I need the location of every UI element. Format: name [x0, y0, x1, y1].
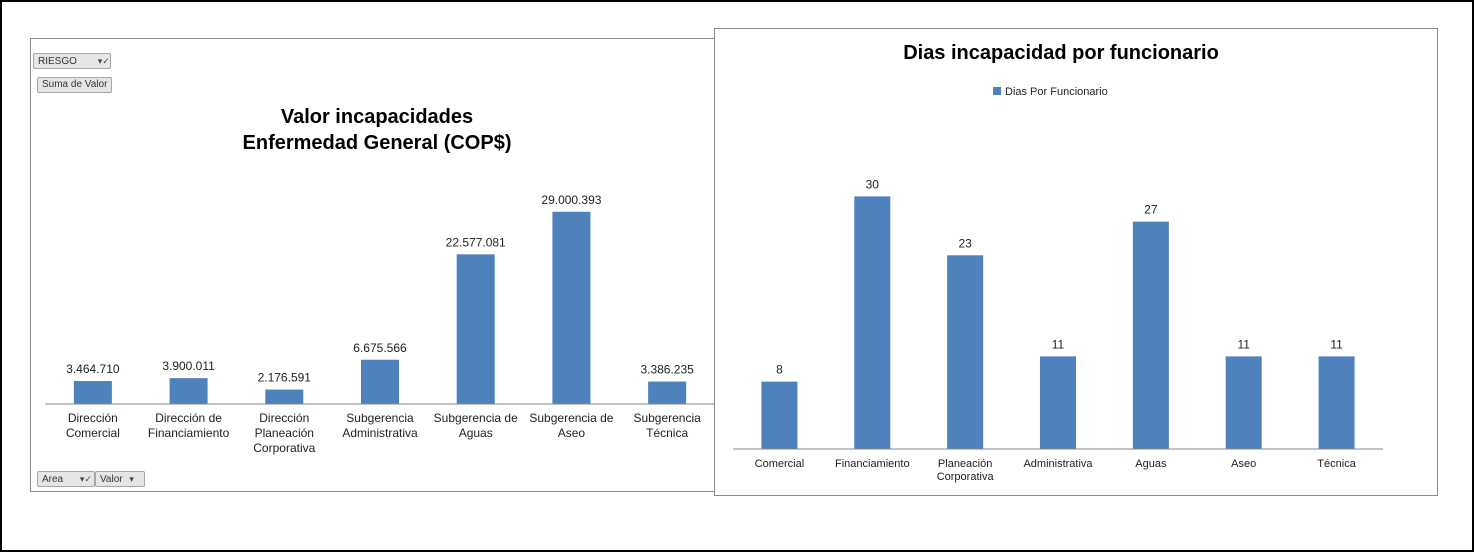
data-label: 29.000.393	[541, 193, 601, 207]
category-label: Comercial	[755, 458, 805, 470]
data-label: 3.386.235	[640, 363, 694, 377]
category-label: Administrativa	[1023, 458, 1093, 470]
bar[interactable]	[1040, 356, 1076, 449]
bar[interactable]	[1225, 356, 1262, 449]
data-label: 2.176.591	[258, 371, 312, 385]
bar[interactable]	[1132, 221, 1169, 449]
data-label: 27	[1144, 203, 1158, 217]
area-field-button[interactable]: Area ▾✓	[37, 471, 95, 487]
category-label: Planeación Corporativa	[937, 458, 995, 483]
suma-de-valor-button[interactable]: Suma de Valor	[37, 77, 113, 93]
data-label: 3.900.011	[162, 359, 215, 373]
legend-label: Dias Por Funcionario	[1005, 86, 1108, 98]
bar[interactable]	[73, 381, 112, 404]
category-label: Subgerencia Administrativa	[342, 411, 418, 440]
valor-field-button[interactable]: Valor ▾	[95, 471, 145, 487]
data-label: 23	[958, 236, 972, 250]
category-label: Subgerencia de Aguas	[434, 411, 518, 440]
category-label: Técnica	[1317, 458, 1356, 470]
bar[interactable]	[456, 254, 495, 404]
bar[interactable]	[169, 378, 208, 404]
data-label: 30	[866, 177, 880, 191]
filter-icon: ▾✓	[79, 474, 92, 484]
data-label: 11	[1052, 337, 1065, 351]
legend-swatch	[993, 87, 1001, 95]
bar[interactable]	[761, 381, 798, 449]
bar[interactable]	[1318, 356, 1355, 449]
category-label: Subgerencia de Aseo	[529, 411, 613, 440]
data-label: 22.577.081	[446, 235, 506, 249]
data-label: 3.464.710	[66, 362, 120, 376]
category-label: Dirección de Financiamiento	[148, 411, 230, 440]
suma-de-valor-label: Suma de Valor	[42, 79, 108, 90]
data-label: 8	[776, 363, 783, 377]
dias-incapacidad-chart: Dias incapacidad por funcionario Dias Por…	[733, 42, 1383, 483]
bar[interactable]	[361, 359, 399, 404]
chart-title: Valor incapacidades Enfermedad General (C…	[243, 106, 512, 154]
valor-incapacidades-chart: Valor incapacidades Enfermedad General (C…	[45, 106, 715, 455]
bar[interactable]	[947, 255, 984, 449]
category-label: Financiamiento	[835, 458, 910, 470]
category-label: Dirección Planeación Corporativa	[253, 411, 315, 455]
chart-title: Dias incapacidad por funcionario	[903, 42, 1219, 64]
riesgo-filter-button[interactable]: RIESGO ▾✓	[33, 53, 111, 69]
data-label: 11	[1237, 337, 1250, 351]
dropdown-arrow-icon: ▾	[129, 474, 134, 484]
category-label: Aseo	[1231, 458, 1256, 470]
riesgo-filter-label: RIESGO	[38, 56, 77, 67]
data-label: 6.675.566	[353, 341, 407, 355]
bar[interactable]	[648, 381, 687, 404]
filter-icon: ▾✓	[97, 56, 110, 66]
bar[interactable]	[552, 211, 591, 404]
data-label: 11	[1330, 337, 1343, 351]
category-label: Dirección Comercial	[66, 411, 120, 440]
valor-field-label: Valor	[100, 474, 123, 485]
area-field-label: Area	[42, 474, 64, 485]
pivot-chart-panel[interactable]: RIESGO ▾✓ Suma de Valor Area ▾✓ Valor ▾ …	[30, 38, 716, 492]
dias-chart-panel[interactable]: Dias incapacidad por funcionario Dias Por…	[714, 28, 1438, 496]
bar[interactable]	[854, 196, 891, 449]
category-label: Subgerencia Técnica	[633, 411, 701, 440]
category-label: Aguas	[1135, 458, 1167, 470]
bar[interactable]	[265, 389, 304, 404]
